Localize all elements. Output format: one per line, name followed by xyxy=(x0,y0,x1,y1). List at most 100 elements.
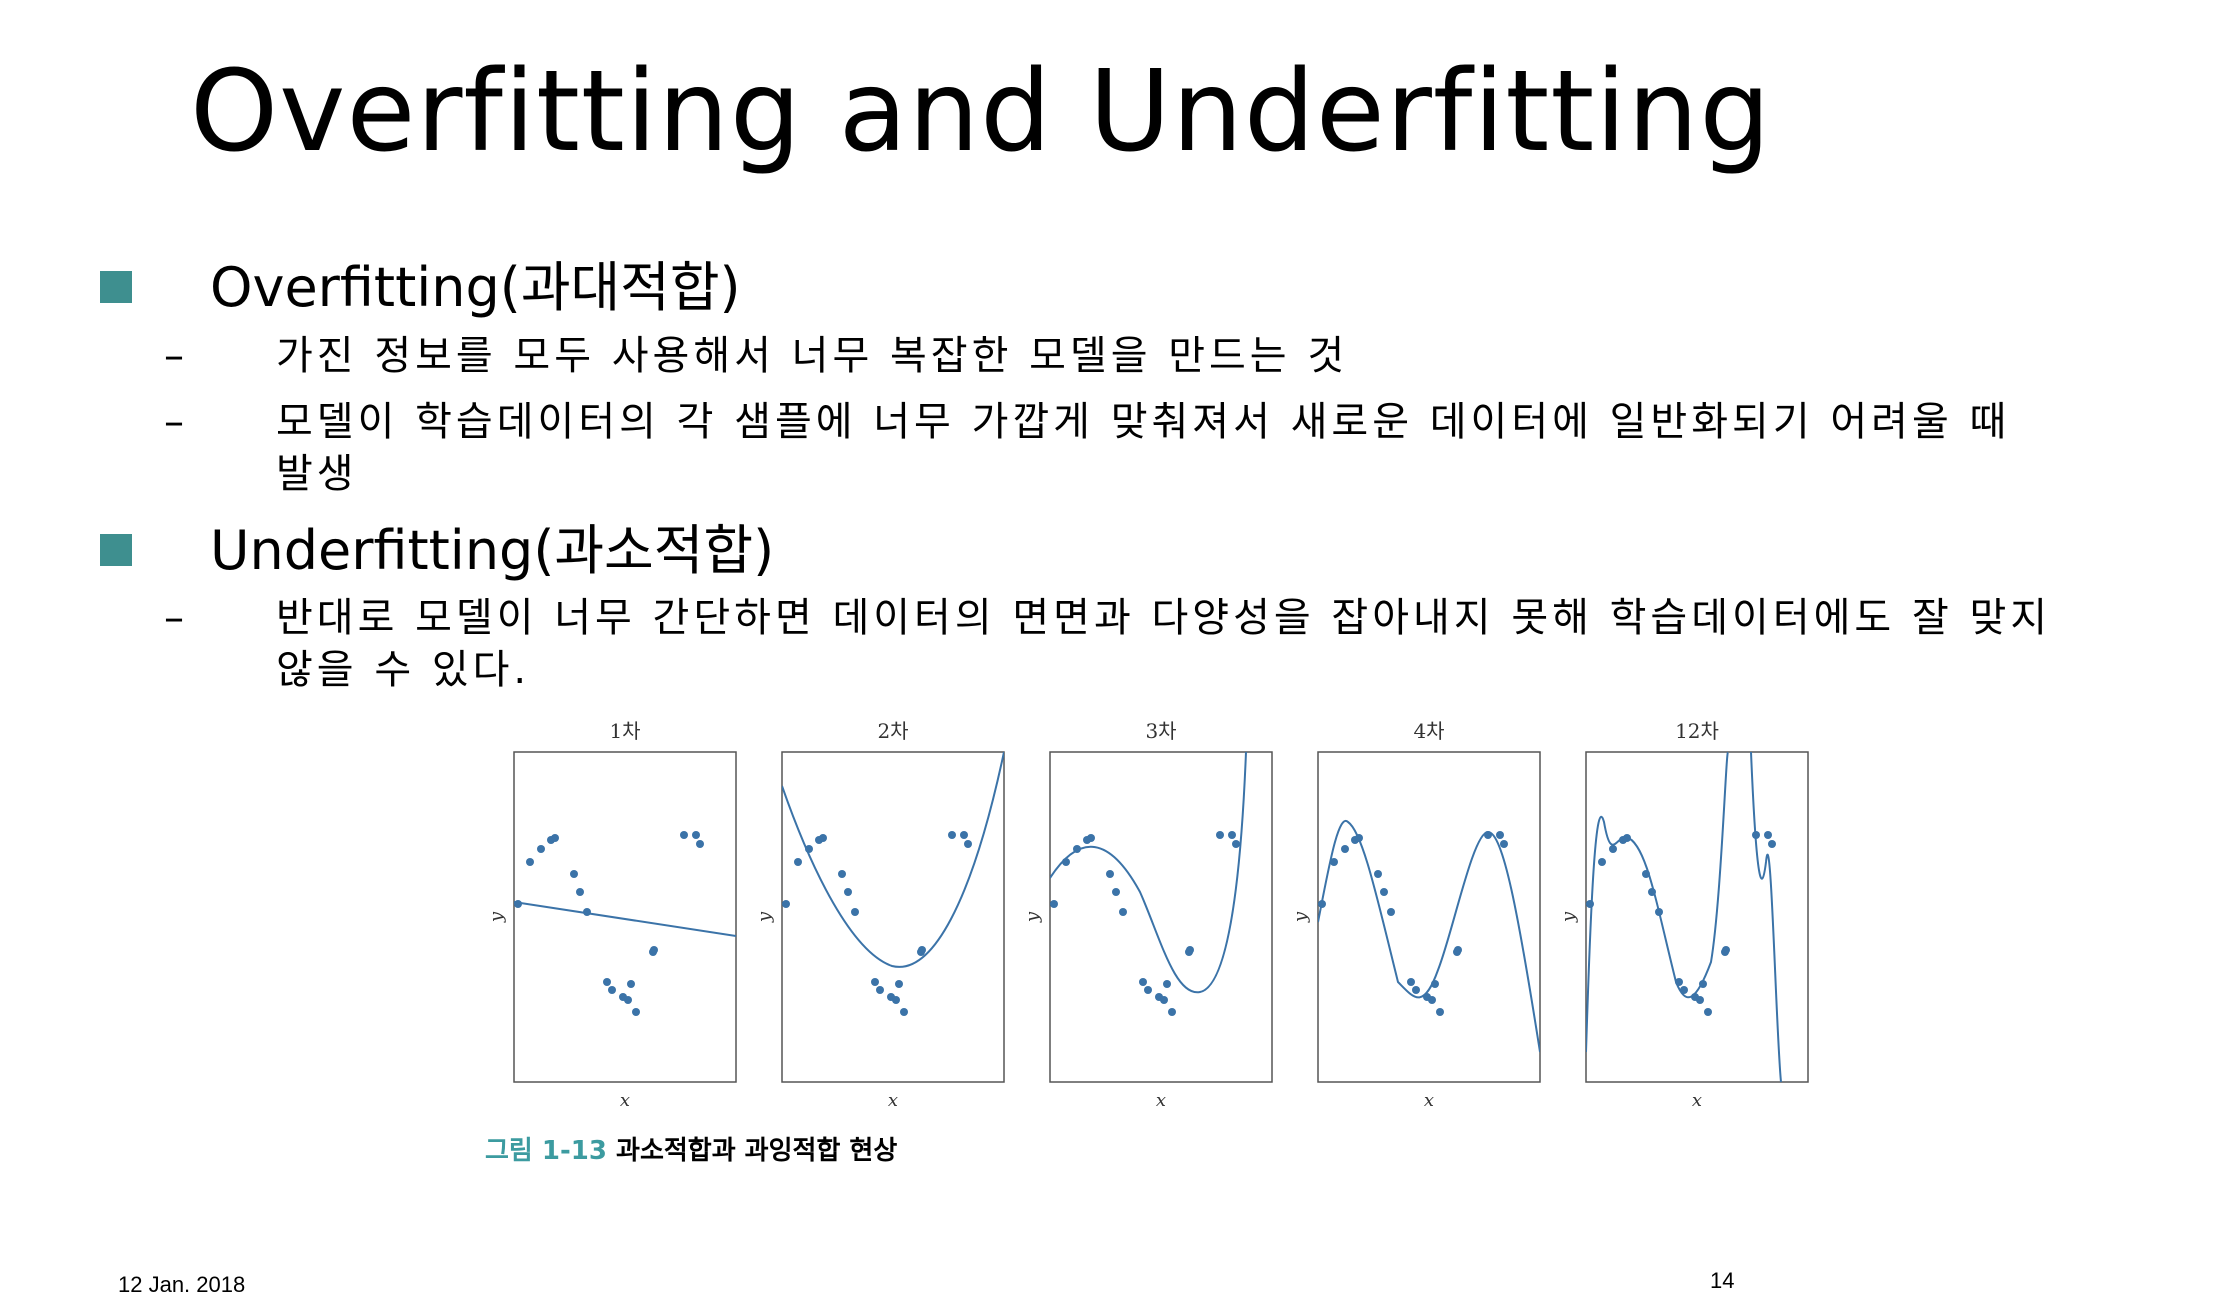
data-point xyxy=(1696,996,1704,1004)
plot-frame xyxy=(1585,751,1809,1083)
slide-title: Overfitting and Underfitting xyxy=(190,47,1772,177)
x-axis-label: x xyxy=(1692,1090,1702,1111)
panel-title: 2차 xyxy=(877,719,908,743)
data-point xyxy=(871,978,879,986)
data-point xyxy=(1655,908,1663,916)
panel-title: 1차 xyxy=(609,719,640,743)
data-point xyxy=(1062,858,1070,866)
fit-curve xyxy=(1050,752,1247,994)
fit-curve xyxy=(782,752,1004,968)
data-point xyxy=(1232,840,1240,848)
figure-caption: 그림 1-13 과소적합과 과잉적합 현상 xyxy=(485,1130,897,1167)
y-axis-label: y xyxy=(1290,911,1311,923)
bullet-heading: Underfitting(과소적합) xyxy=(210,519,775,582)
data-point xyxy=(838,870,846,878)
data-point xyxy=(1648,888,1656,896)
data-point xyxy=(1374,870,1382,878)
x-axis-label: x xyxy=(888,1090,898,1111)
y-axis-label: y xyxy=(486,911,507,923)
data-point xyxy=(526,858,534,866)
data-point xyxy=(1704,1008,1712,1016)
data-point xyxy=(551,834,559,842)
plot-panel: 3차 x y xyxy=(1022,719,1273,1111)
plot-panel: 1차 x y xyxy=(486,719,737,1111)
data-point xyxy=(819,834,827,842)
dash-icon: – xyxy=(164,333,184,379)
data-point xyxy=(918,946,926,954)
data-point xyxy=(1436,1008,1444,1016)
plot-panel: 2차 x y xyxy=(754,719,1005,1111)
data-point xyxy=(1496,831,1504,839)
data-point xyxy=(794,858,802,866)
data-point xyxy=(876,986,884,994)
data-point xyxy=(948,831,956,839)
footer-date: 12 Jan. 2018 xyxy=(118,1272,246,1297)
page-number: 14 xyxy=(1710,1268,1735,1293)
data-point xyxy=(1355,834,1363,842)
caption-text: 과소적합과 과잉적합 현상 xyxy=(616,1136,898,1166)
y-axis-label: y xyxy=(754,911,775,923)
dash-icon: – xyxy=(164,399,184,445)
data-point xyxy=(680,831,688,839)
data-point xyxy=(1642,870,1650,878)
data-point xyxy=(650,946,658,954)
y-axis-label: y xyxy=(1558,911,1579,923)
data-point xyxy=(805,845,813,853)
plot-panel: 12차 x y xyxy=(1558,719,1809,1111)
plot-frame xyxy=(1049,751,1273,1083)
data-point xyxy=(1722,946,1730,954)
data-point xyxy=(1699,980,1707,988)
y-axis-label: y xyxy=(1022,911,1043,923)
data-point xyxy=(1112,888,1120,896)
data-point xyxy=(514,900,522,908)
fit-curve xyxy=(1586,752,1782,1082)
sub-item-text: 않을 수 있다. xyxy=(276,647,531,693)
data-point xyxy=(1330,858,1338,866)
plot-frame xyxy=(781,751,1005,1083)
data-point xyxy=(782,900,790,908)
data-point xyxy=(1163,980,1171,988)
data-point xyxy=(844,888,852,896)
sub-item: – 반대로 모델이 너무 간단하면 데이터의 면면과 다양성을 잡아내지 못해 … xyxy=(164,592,2051,696)
sub-item-text: 모델이 학습데이터의 각 샘플에 너무 가깝게 맞춰져서 새로운 데이터에 일반… xyxy=(276,399,2011,445)
dash-icon: – xyxy=(164,595,184,641)
data-point xyxy=(1228,831,1236,839)
data-point xyxy=(964,840,972,848)
data-point xyxy=(1752,831,1760,839)
bullet-heading: Overfitting(과대적합) xyxy=(210,256,741,319)
plot-frame xyxy=(513,751,737,1083)
data-point xyxy=(1680,986,1688,994)
data-point xyxy=(1160,996,1168,1004)
data-point xyxy=(1412,986,1420,994)
sub-item-text: 가진 정보를 모두 사용해서 너무 복잡한 모델을 만드는 것 xyxy=(276,333,1349,379)
data-point xyxy=(1380,888,1388,896)
x-axis-label: x xyxy=(620,1090,630,1111)
data-point xyxy=(895,980,903,988)
data-point xyxy=(608,986,616,994)
x-axis-label: x xyxy=(1156,1090,1166,1111)
data-point xyxy=(1087,834,1095,842)
data-point xyxy=(603,978,611,986)
data-point xyxy=(1428,996,1436,1004)
data-point xyxy=(1586,900,1594,908)
data-point xyxy=(851,908,859,916)
data-point xyxy=(576,888,584,896)
data-point xyxy=(1764,831,1772,839)
data-point xyxy=(1318,900,1326,908)
data-point xyxy=(960,831,968,839)
data-point xyxy=(537,845,545,853)
bullet-overfitting: Overfitting(과대적합) xyxy=(100,255,741,321)
panel-title: 3차 xyxy=(1145,719,1176,743)
sub-item: – 모델이 학습데이터의 각 샘플에 너무 가깝게 맞춰져서 새로운 데이터에 … xyxy=(164,396,2011,500)
caption-number: 그림 1-13 xyxy=(485,1136,607,1166)
data-point xyxy=(1106,870,1114,878)
fit-curve xyxy=(514,901,736,937)
plot-frame xyxy=(1317,751,1541,1083)
data-point xyxy=(1500,840,1508,848)
data-point xyxy=(1407,978,1415,986)
sub-item-text: 발생 xyxy=(276,451,358,497)
data-point xyxy=(632,1008,640,1016)
plot-panel: 4차 x y xyxy=(1290,719,1541,1111)
data-point xyxy=(892,996,900,1004)
fit-curve xyxy=(1318,819,1540,1053)
